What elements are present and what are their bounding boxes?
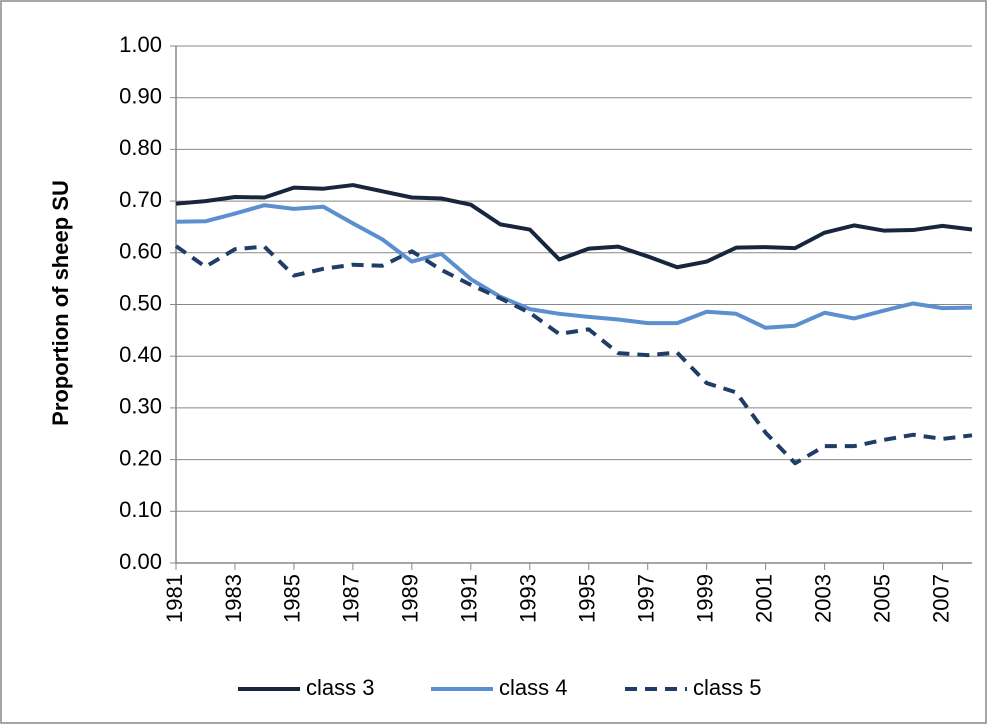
y-tick-label: 0.60 bbox=[119, 239, 162, 264]
x-tick-label: 2005 bbox=[869, 574, 894, 623]
y-axis-label: Proportion of sheep SU bbox=[48, 180, 73, 426]
x-tick-label: 1981 bbox=[162, 574, 187, 623]
y-tick-label: 0.80 bbox=[119, 135, 162, 160]
x-tick-label: 1989 bbox=[398, 574, 423, 623]
legend-label: class 3 bbox=[306, 675, 374, 700]
series-line bbox=[175, 203, 973, 330]
x-tick-label: 1991 bbox=[457, 574, 482, 623]
x-tick-label: 1999 bbox=[692, 574, 717, 623]
y-tick-label: 0.10 bbox=[119, 497, 162, 522]
y-tick-label: 0.50 bbox=[119, 290, 162, 315]
x-tick-label: 2001 bbox=[751, 574, 776, 623]
y-tick-label: 0.30 bbox=[119, 394, 162, 419]
x-tick-label: 2007 bbox=[928, 574, 953, 623]
y-tick-label: 1.00 bbox=[119, 32, 162, 57]
y-tick-label: 0.90 bbox=[119, 84, 162, 109]
x-tick-label: 1983 bbox=[221, 574, 246, 623]
x-tick-label: 1985 bbox=[280, 574, 305, 623]
y-tick-label: 0.00 bbox=[119, 549, 162, 574]
x-tick-label: 1993 bbox=[516, 574, 541, 623]
series-line bbox=[174, 244, 973, 466]
legend-label: class 4 bbox=[499, 675, 567, 700]
x-tick-label: 2003 bbox=[810, 574, 835, 623]
x-tick-label: 1995 bbox=[575, 574, 600, 623]
x-tick-label: 1987 bbox=[339, 574, 364, 623]
x-tick-label: 1997 bbox=[634, 574, 659, 623]
series-line bbox=[175, 183, 973, 270]
y-tick-label: 0.70 bbox=[119, 187, 162, 212]
legend-label: class 5 bbox=[693, 675, 761, 700]
y-tick-label: 0.20 bbox=[119, 445, 162, 470]
y-tick-label: 0.40 bbox=[119, 342, 162, 367]
